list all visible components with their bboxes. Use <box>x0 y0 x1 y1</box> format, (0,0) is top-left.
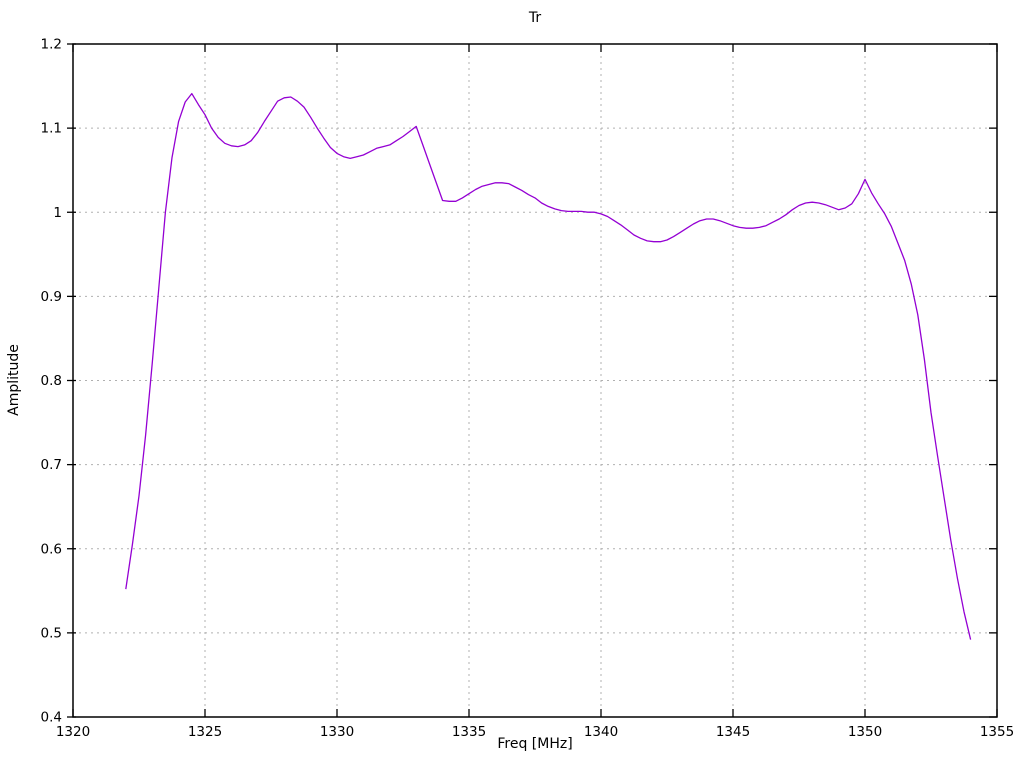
y-tick-label: 0.4 <box>41 710 62 726</box>
data-series <box>125 92 972 640</box>
x-axis-label: Freq [MHz] <box>497 736 573 752</box>
y-tick-label: 0.6 <box>41 541 62 557</box>
chart-title: Tr <box>528 10 542 26</box>
tick-labels: 1320 1325 1330 1335 1340 1345 1350 1355 0.4 0.5 0.… <box>41 37 1015 741</box>
x-tick-label: 1355 <box>980 724 1014 740</box>
x-tick-label: 1345 <box>716 724 750 740</box>
y-tick-label: 0.7 <box>41 457 62 473</box>
y-tick-label: 0.9 <box>41 289 62 305</box>
x-tick-label: 1350 <box>848 724 882 740</box>
tick-marks <box>67 43 998 718</box>
x-tick-label: 1330 <box>320 724 354 740</box>
y-tick-label: 1 <box>53 205 62 221</box>
y-tick-label: 0.8 <box>41 373 62 389</box>
grid-lines <box>73 44 997 717</box>
y-tick-label: 0.5 <box>41 625 62 641</box>
x-tick-label: 1320 <box>56 724 90 740</box>
x-tick-label: 1340 <box>584 724 618 740</box>
y-tick-label: 1.1 <box>41 121 62 137</box>
y-tick-label: 1.2 <box>41 37 62 53</box>
x-tick-label: 1325 <box>188 724 222 740</box>
tr-line-series <box>125 92 972 640</box>
x-tick-label: 1335 <box>452 724 486 740</box>
y-axis-label: Amplitude <box>6 344 22 416</box>
